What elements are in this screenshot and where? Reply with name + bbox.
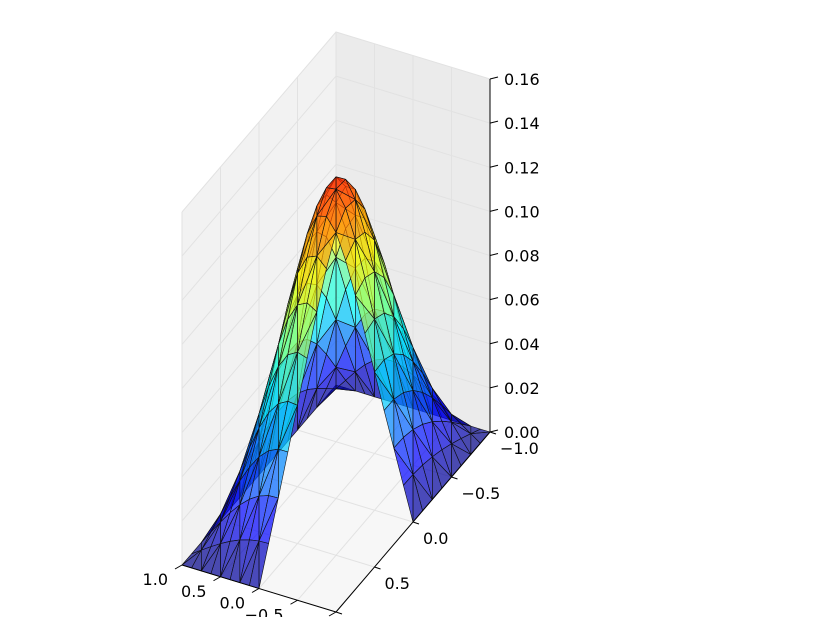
z-tick-label: 0.12 [504,158,540,177]
z-tick [489,429,499,433]
y-tick-label: 0.0 [220,594,245,613]
surface-mesh [181,176,491,589]
x-tick-label: 0.0 [423,529,448,548]
z-tick [489,208,499,212]
y-tick [328,611,337,617]
z-tick [489,120,499,124]
z-tick [489,297,499,301]
y-tick [290,599,298,605]
y-tick [174,564,183,570]
x-tick [412,521,420,525]
surface-triangle [345,239,356,296]
x-tick [374,566,381,570]
x-tick [451,476,458,480]
z-tick-label: 0.16 [504,70,540,89]
z-tick [489,341,499,345]
z-tick-label: 0.02 [504,379,540,398]
surface-triangle [383,398,395,449]
x-tick [489,431,497,435]
surface-triangle [403,474,414,523]
grid-line-z [181,163,491,345]
z-tick-label: 0.04 [504,335,540,354]
y-tick-label: 0.5 [181,582,206,601]
z-tick [489,76,499,80]
x-tick-label: −1.0 [500,439,539,458]
z-tick [489,385,499,389]
z-tick-label: 0.06 [504,291,540,310]
surface-triangle [364,318,375,373]
z-tick-label: 0.14 [504,114,540,133]
z-tick-label: 0.08 [504,247,540,266]
x-tick [335,611,343,615]
z-tick [489,253,499,256]
grid-line-z [181,119,491,301]
grid-line-z [181,31,491,213]
x-tick-label: 0.5 [385,574,410,593]
z-tick [489,164,499,168]
z-tick-label: 0.10 [504,202,540,221]
y-tick [251,588,260,593]
y-tick-label: −0.5 [245,605,284,617]
grid-line-z [181,75,491,257]
x-tick-label: −0.5 [462,484,501,503]
z-tick-label: 0.00 [504,423,540,442]
y-tick [213,576,221,582]
y-tick-label: 1.0 [143,570,168,589]
